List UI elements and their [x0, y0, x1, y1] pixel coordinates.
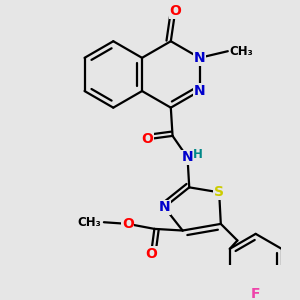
Text: N: N	[158, 200, 170, 214]
Text: O: O	[122, 217, 134, 231]
Text: F: F	[251, 286, 260, 300]
Text: CH₃: CH₃	[230, 45, 253, 58]
Text: O: O	[169, 4, 181, 18]
Text: N: N	[182, 151, 193, 164]
Text: N: N	[194, 84, 206, 98]
Text: N: N	[194, 51, 206, 65]
Text: S: S	[214, 185, 224, 199]
Text: CH₃: CH₃	[77, 216, 101, 229]
Text: H: H	[193, 148, 203, 161]
Text: O: O	[142, 132, 154, 146]
Text: O: O	[145, 247, 157, 261]
